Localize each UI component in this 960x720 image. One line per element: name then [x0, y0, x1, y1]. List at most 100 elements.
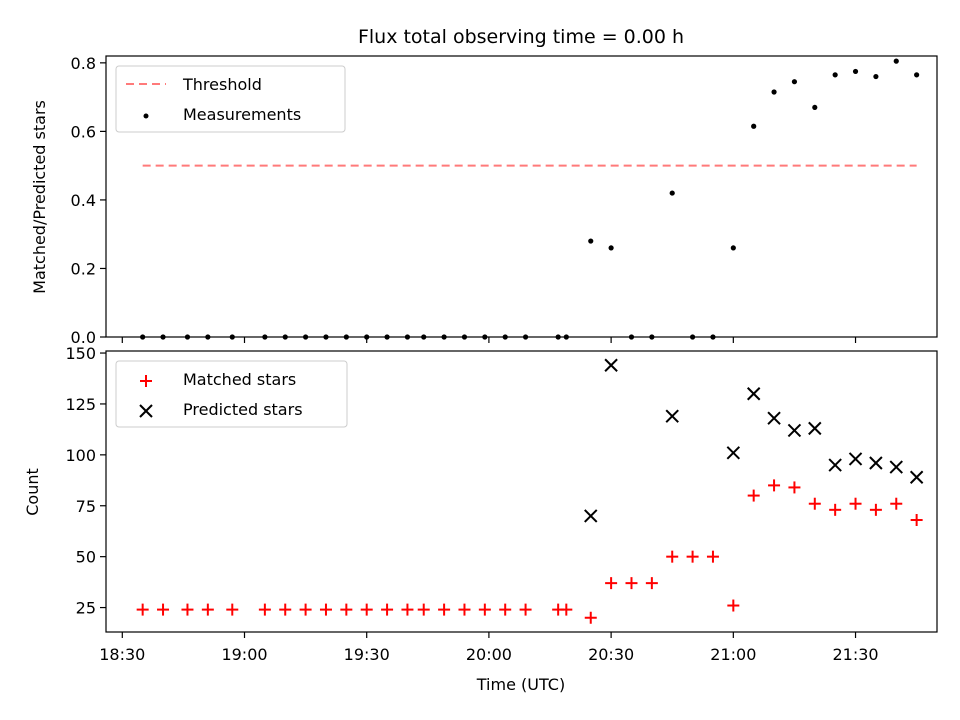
matched-stars-point	[768, 479, 781, 492]
bottom-legend-box	[115, 360, 348, 428]
matched-stars-point	[279, 603, 292, 616]
bottom-y-tick-label: 75	[76, 497, 96, 516]
matched-stars-point	[788, 481, 801, 494]
measurements-point	[669, 190, 675, 196]
predicted-stars-point	[828, 458, 842, 472]
predicted-stars-point	[746, 387, 761, 401]
predicted-stars-point	[848, 452, 863, 466]
matched-stars-point	[226, 603, 239, 616]
measurements-point	[914, 72, 920, 78]
measurements-point	[832, 72, 838, 78]
measurements-point	[588, 238, 594, 244]
matched-stars-point	[381, 603, 394, 616]
matched-stars-point	[686, 550, 699, 563]
measurements-point	[751, 123, 757, 129]
matched-legend-label: Matched stars	[183, 370, 296, 389]
matched-stars-point	[560, 603, 573, 616]
predicted-stars-point	[726, 446, 741, 460]
measurements-point	[608, 245, 614, 251]
matched-legend-swatch	[140, 375, 152, 387]
bottom-y-axis-label: Count	[23, 468, 42, 516]
predicted-stars-point	[584, 509, 598, 523]
predicted-legend-label: Predicted stars	[183, 400, 303, 419]
bottom-x-tick-label: 19:00	[221, 645, 267, 664]
matched-stars-point	[645, 577, 658, 590]
matched-stars-point	[499, 603, 512, 616]
top-legend-box	[115, 65, 346, 133]
bottom-x-tick-label: 21:00	[710, 645, 756, 664]
predicted-stars-point	[889, 460, 903, 474]
top-y-axis-label: Matched/Predicted stars	[30, 100, 49, 294]
predicted-legend-swatch	[139, 404, 153, 418]
measurements-legend-swatch	[143, 113, 149, 119]
matched-stars-point	[319, 603, 332, 616]
measurements-point	[893, 58, 899, 64]
predicted-stars-point	[909, 470, 924, 484]
matched-stars-point	[340, 603, 353, 616]
matched-stars-point	[417, 603, 430, 616]
matched-stars-point	[849, 497, 862, 510]
bottom-y-tick-label: 50	[76, 548, 96, 567]
matched-stars-point	[360, 603, 373, 616]
bottom-y-tick-label: 150	[65, 344, 96, 363]
matched-stars-point	[438, 603, 451, 616]
matched-stars-point	[727, 599, 740, 612]
bottom-y-ticks: 25 50 75 100 125 150	[65, 344, 106, 618]
chart-title: Flux total observing time = 0.00 h	[358, 26, 684, 48]
measurements-point	[771, 89, 777, 95]
bottom-x-tick-label: 18:30	[99, 645, 145, 664]
bottom-x-ticks: 18:30 19:00 19:30 20:00 20:30 21:00 21:30	[99, 632, 879, 664]
bottom-x-tick-label: 20:30	[588, 645, 634, 664]
bottom-y-tick-label: 125	[65, 395, 96, 414]
top-y-tick-label: 0.8	[71, 54, 96, 73]
bottom-plot-area	[136, 358, 924, 624]
matched-stars-point	[747, 489, 760, 502]
measurements-point	[852, 68, 859, 75]
x-axis-label: Time (UTC)	[476, 675, 565, 694]
predicted-stars-point	[787, 423, 802, 438]
matched-stars-point	[829, 503, 842, 516]
bottom-panel: 25 50 75 100 125 150 18:30 19:00 19:30 20:00 20:3…	[23, 344, 938, 694]
bottom-legend: Matched stars Predicted stars	[115, 360, 348, 428]
bottom-y-tick-label: 25	[76, 599, 96, 618]
matched-stars-point	[401, 603, 414, 616]
matched-stars-point	[666, 550, 679, 563]
bottom-x-tick-label: 20:00	[466, 645, 512, 664]
top-panel: 0.00.20.40.60.8 Matched/Predicted stars …	[30, 54, 938, 347]
top-y-tick-label: 0.4	[71, 191, 96, 210]
matched-stars-point	[458, 603, 471, 616]
top-y-tick-label: 0.6	[71, 122, 96, 141]
top-y-tick-label: 0.0	[71, 328, 96, 347]
measurements-point	[730, 245, 736, 251]
top-y-tick-label: 0.2	[71, 259, 96, 278]
matched-stars-point	[890, 497, 903, 510]
matched-stars-point	[519, 603, 532, 616]
matched-stars-point	[136, 603, 149, 616]
matched-stars-point	[910, 514, 923, 527]
top-axes-frame	[105, 55, 938, 338]
matched-stars-point	[181, 603, 194, 616]
matched-stars-point	[706, 550, 719, 563]
predicted-stars-point	[808, 421, 822, 436]
threshold-legend-label: Threshold	[182, 75, 262, 94]
predicted-stars-point	[767, 411, 781, 425]
predicted-stars-point	[604, 358, 618, 372]
bottom-y-tick-label: 100	[65, 446, 96, 465]
matched-stars-point	[299, 603, 312, 616]
bottom-x-tick-label: 21:30	[832, 645, 878, 664]
matched-stars-point	[869, 503, 882, 516]
matched-stars-point	[625, 577, 638, 590]
matched-stars-point	[157, 603, 170, 616]
bottom-axes-frame	[105, 350, 938, 633]
measurements-legend-label: Measurements	[183, 105, 301, 124]
matched-stars-point	[258, 603, 271, 616]
matched-stars-point	[584, 611, 597, 624]
matched-stars-point	[808, 497, 821, 510]
top-y-ticks: 0.0 0.2 0.4 0.6 0.8	[71, 54, 106, 347]
top-x-ticks	[121, 337, 857, 343]
matched-stars-point	[478, 603, 491, 616]
measurements-point	[873, 73, 879, 80]
top-legend: Threshold Measurements	[115, 65, 346, 133]
